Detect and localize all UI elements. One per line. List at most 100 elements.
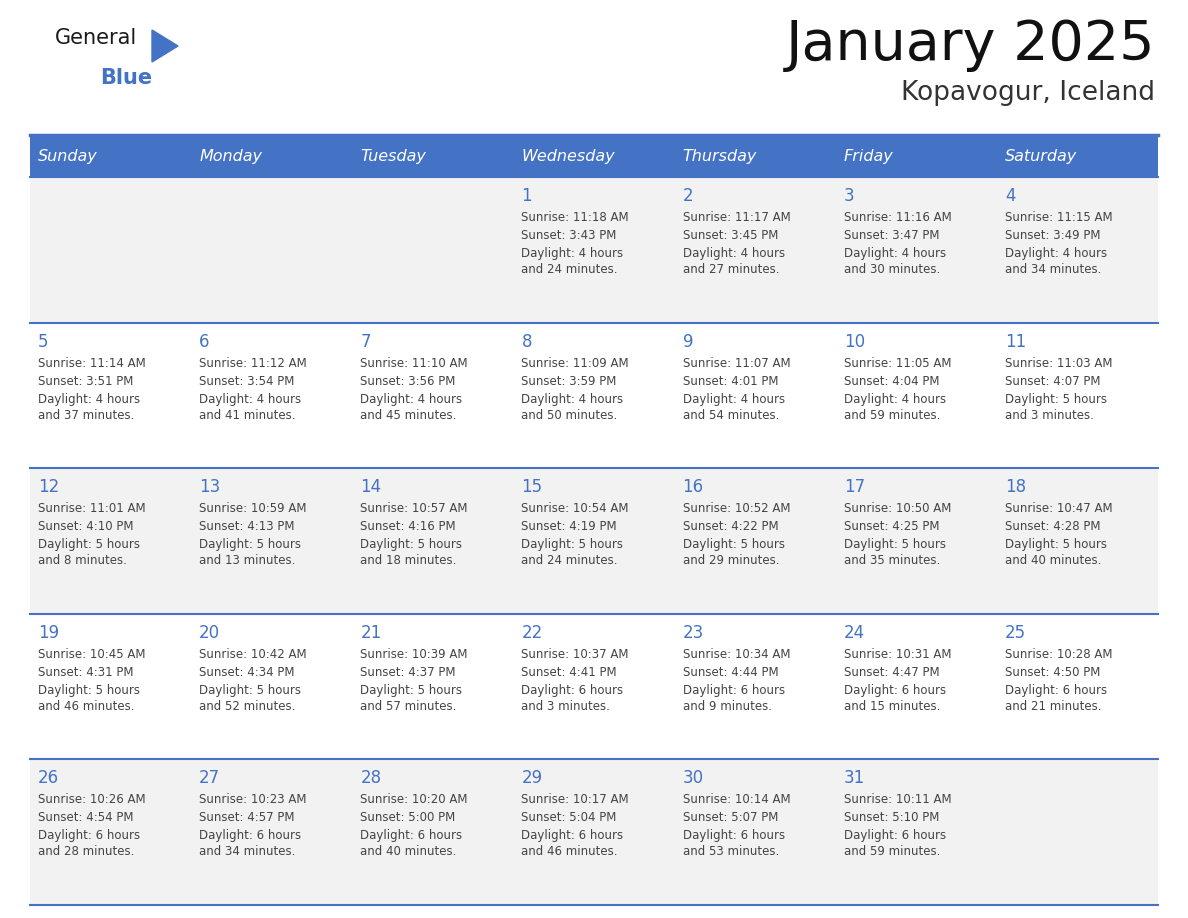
Text: Kopavogur, Iceland: Kopavogur, Iceland [901,80,1155,106]
Text: Sunrise: 11:10 AM: Sunrise: 11:10 AM [360,356,468,370]
Text: Sunset: 5:00 PM: Sunset: 5:00 PM [360,812,455,824]
Text: and 40 minutes.: and 40 minutes. [1005,554,1101,567]
Text: 3: 3 [843,187,854,205]
Text: 13: 13 [200,478,221,497]
Text: Sunrise: 11:15 AM: Sunrise: 11:15 AM [1005,211,1112,224]
Text: Monday: Monday [200,149,263,163]
Text: Daylight: 6 hours: Daylight: 6 hours [360,829,462,843]
Text: Sunrise: 10:34 AM: Sunrise: 10:34 AM [683,648,790,661]
Text: Sunset: 4:34 PM: Sunset: 4:34 PM [200,666,295,678]
Text: Daylight: 6 hours: Daylight: 6 hours [200,829,302,843]
Text: and 37 minutes.: and 37 minutes. [38,409,134,421]
Text: Sunrise: 10:50 AM: Sunrise: 10:50 AM [843,502,952,515]
Text: 4: 4 [1005,187,1016,205]
Text: Sunset: 4:37 PM: Sunset: 4:37 PM [360,666,456,678]
Text: and 45 minutes.: and 45 minutes. [360,409,456,421]
Text: Daylight: 5 hours: Daylight: 5 hours [522,538,624,551]
Text: Sunset: 4:57 PM: Sunset: 4:57 PM [200,812,295,824]
Text: 6: 6 [200,332,209,351]
Text: Daylight: 5 hours: Daylight: 5 hours [38,684,140,697]
Text: and 18 minutes.: and 18 minutes. [360,554,456,567]
Text: Sunrise: 10:47 AM: Sunrise: 10:47 AM [1005,502,1112,515]
Text: Sunrise: 10:54 AM: Sunrise: 10:54 AM [522,502,628,515]
Text: and 40 minutes.: and 40 minutes. [360,845,456,858]
Text: Sunset: 4:10 PM: Sunset: 4:10 PM [38,521,133,533]
Text: Daylight: 5 hours: Daylight: 5 hours [360,684,462,697]
Text: Saturday: Saturday [1005,149,1078,163]
Text: Sunrise: 10:59 AM: Sunrise: 10:59 AM [200,502,307,515]
Text: and 59 minutes.: and 59 minutes. [843,409,940,421]
Bar [835,135,997,177]
Text: Sunset: 4:47 PM: Sunset: 4:47 PM [843,666,940,678]
Text: and 34 minutes.: and 34 minutes. [200,845,296,858]
Text: and 28 minutes.: and 28 minutes. [38,845,134,858]
Text: Sunrise: 10:20 AM: Sunrise: 10:20 AM [360,793,468,806]
Text: Sunset: 4:04 PM: Sunset: 4:04 PM [843,375,940,387]
Bar [191,135,353,177]
Text: Sunset: 4:19 PM: Sunset: 4:19 PM [522,521,617,533]
Text: Sunset: 4:41 PM: Sunset: 4:41 PM [522,666,617,678]
Bar [30,322,1158,468]
Text: Sunrise: 11:05 AM: Sunrise: 11:05 AM [843,356,952,370]
Text: Daylight: 4 hours: Daylight: 4 hours [522,393,624,406]
Text: 23: 23 [683,624,703,642]
Text: and 52 minutes.: and 52 minutes. [200,700,296,712]
Text: and 9 minutes.: and 9 minutes. [683,700,771,712]
Bar [513,135,675,177]
Text: and 3 minutes.: and 3 minutes. [522,700,611,712]
Bar [30,614,1158,759]
Text: 17: 17 [843,478,865,497]
Text: Sunset: 4:28 PM: Sunset: 4:28 PM [1005,521,1100,533]
Text: 30: 30 [683,769,703,788]
Text: and 41 minutes.: and 41 minutes. [200,409,296,421]
Text: Daylight: 6 hours: Daylight: 6 hours [683,684,785,697]
Text: Sunrise: 10:11 AM: Sunrise: 10:11 AM [843,793,952,806]
Text: Sunset: 4:31 PM: Sunset: 4:31 PM [38,666,133,678]
Text: and 29 minutes.: and 29 minutes. [683,554,779,567]
Text: 24: 24 [843,624,865,642]
Text: and 57 minutes.: and 57 minutes. [360,700,456,712]
Text: Daylight: 6 hours: Daylight: 6 hours [683,829,785,843]
Text: and 53 minutes.: and 53 minutes. [683,845,779,858]
Bar [30,468,1158,614]
Text: Sunrise: 11:01 AM: Sunrise: 11:01 AM [38,502,146,515]
Text: Daylight: 5 hours: Daylight: 5 hours [1005,538,1107,551]
Text: Daylight: 4 hours: Daylight: 4 hours [843,393,946,406]
Text: 19: 19 [38,624,59,642]
Text: Sunset: 4:50 PM: Sunset: 4:50 PM [1005,666,1100,678]
Text: Sunset: 4:44 PM: Sunset: 4:44 PM [683,666,778,678]
Text: Thursday: Thursday [683,149,757,163]
Bar [997,135,1158,177]
Text: Sunset: 3:54 PM: Sunset: 3:54 PM [200,375,295,387]
Text: Daylight: 4 hours: Daylight: 4 hours [1005,247,1107,260]
Text: Daylight: 4 hours: Daylight: 4 hours [843,247,946,260]
Text: Daylight: 4 hours: Daylight: 4 hours [683,247,785,260]
Text: Sunset: 4:07 PM: Sunset: 4:07 PM [1005,375,1100,387]
Polygon shape [152,30,178,62]
Text: and 8 minutes.: and 8 minutes. [38,554,127,567]
Text: 18: 18 [1005,478,1026,497]
Text: 21: 21 [360,624,381,642]
Text: Sunset: 3:59 PM: Sunset: 3:59 PM [522,375,617,387]
Text: 10: 10 [843,332,865,351]
Text: Sunrise: 10:37 AM: Sunrise: 10:37 AM [522,648,628,661]
Text: 28: 28 [360,769,381,788]
Bar [675,135,835,177]
Text: Sunset: 4:22 PM: Sunset: 4:22 PM [683,521,778,533]
Text: Tuesday: Tuesday [360,149,426,163]
Text: Sunrise: 10:52 AM: Sunrise: 10:52 AM [683,502,790,515]
Text: Sunset: 4:16 PM: Sunset: 4:16 PM [360,521,456,533]
Text: and 27 minutes.: and 27 minutes. [683,263,779,276]
Text: Daylight: 4 hours: Daylight: 4 hours [683,393,785,406]
Text: and 46 minutes.: and 46 minutes. [38,700,134,712]
Text: 7: 7 [360,332,371,351]
Text: Sunrise: 10:57 AM: Sunrise: 10:57 AM [360,502,468,515]
Text: Sunrise: 11:18 AM: Sunrise: 11:18 AM [522,211,630,224]
Text: Daylight: 5 hours: Daylight: 5 hours [683,538,784,551]
Text: 1: 1 [522,187,532,205]
Text: Sunrise: 11:17 AM: Sunrise: 11:17 AM [683,211,790,224]
Text: Sunset: 5:07 PM: Sunset: 5:07 PM [683,812,778,824]
Text: Sunset: 3:49 PM: Sunset: 3:49 PM [1005,229,1100,242]
Bar [353,135,513,177]
Text: 2: 2 [683,187,693,205]
